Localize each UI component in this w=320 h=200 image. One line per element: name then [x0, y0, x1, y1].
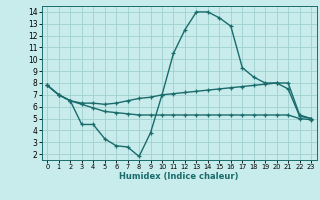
X-axis label: Humidex (Indice chaleur): Humidex (Indice chaleur) [119, 172, 239, 181]
